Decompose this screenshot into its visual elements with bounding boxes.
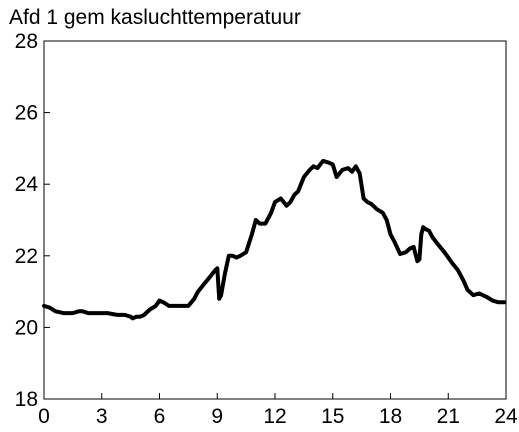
y-tick-label: 18: [15, 388, 38, 411]
x-axis: 0 3 6 9 12 15 18 21 24: [38, 393, 518, 428]
temperature-line: [42, 158, 507, 321]
x-tick-label: 0: [38, 405, 50, 428]
x-tick-label: 12: [263, 405, 286, 428]
chart-title: Afd 1 gem kasluchttemperatuur: [9, 6, 301, 29]
x-tick-label: 6: [154, 405, 166, 428]
y-axis: 18 20 22 24 26 28: [15, 30, 50, 411]
x-tick-label: 9: [211, 405, 223, 428]
x-tick-label: 18: [379, 405, 402, 428]
x-tick-label: 3: [96, 405, 108, 428]
y-tick-label: 26: [15, 102, 38, 125]
plot-frame: [43, 40, 507, 400]
y-tick-label: 22: [15, 245, 38, 268]
x-tick-label: 24: [494, 405, 518, 428]
x-tick-label: 15: [321, 405, 344, 428]
y-tick-label: 28: [15, 30, 38, 53]
y-tick-label: 24: [15, 173, 39, 196]
x-tick-label: 21: [437, 405, 460, 428]
y-tick-label: 20: [15, 316, 38, 339]
